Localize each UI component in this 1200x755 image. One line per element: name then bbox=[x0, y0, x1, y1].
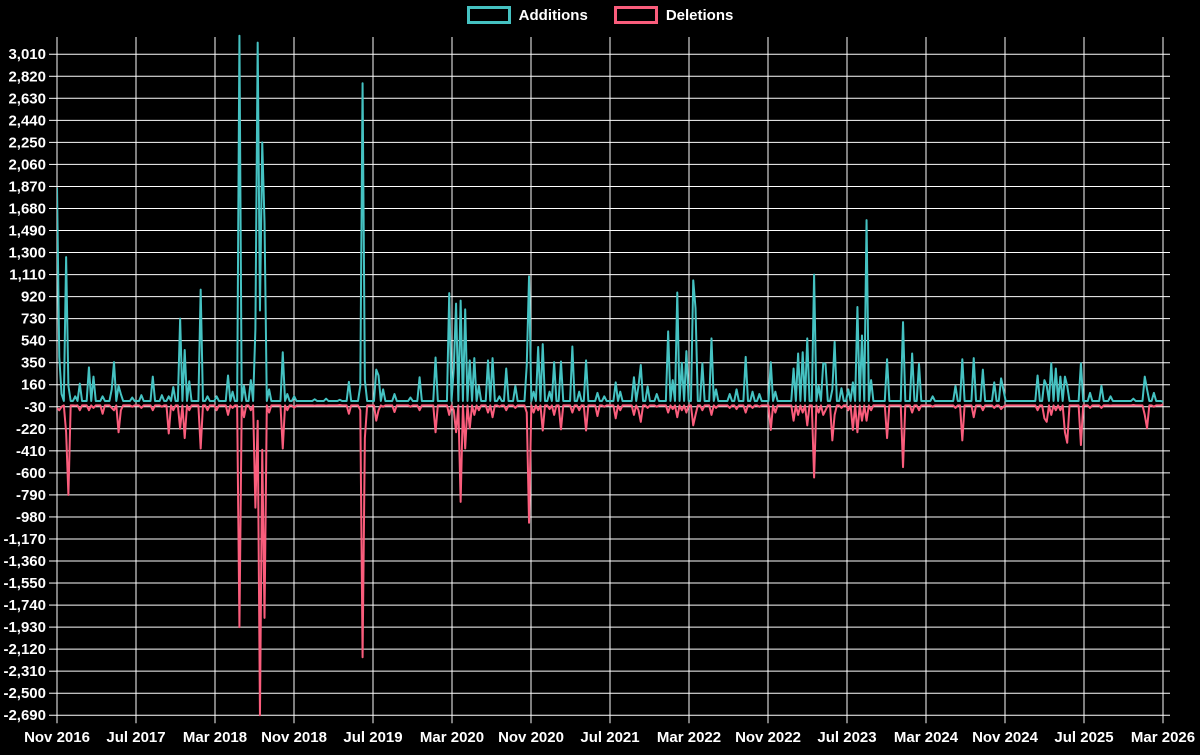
svg-text:2,250: 2,250 bbox=[8, 134, 46, 151]
svg-text:Mar 2022: Mar 2022 bbox=[657, 729, 721, 746]
additions-swatch-icon bbox=[466, 6, 511, 24]
deletions-line bbox=[57, 403, 1164, 717]
svg-text:1,680: 1,680 bbox=[8, 200, 46, 217]
svg-text:-600: -600 bbox=[16, 465, 46, 482]
svg-text:730: 730 bbox=[21, 311, 46, 328]
svg-text:Nov 2018: Nov 2018 bbox=[261, 729, 327, 746]
svg-text:1,300: 1,300 bbox=[8, 245, 46, 262]
svg-text:Nov 2022: Nov 2022 bbox=[735, 729, 801, 746]
svg-text:1,110: 1,110 bbox=[9, 267, 46, 284]
svg-text:Jul 2023: Jul 2023 bbox=[817, 729, 876, 746]
svg-text:Jul 2019: Jul 2019 bbox=[343, 729, 402, 746]
svg-text:2,060: 2,060 bbox=[8, 156, 46, 173]
chart-legend: Additions Deletions bbox=[0, 6, 1200, 24]
deletions-swatch-icon bbox=[613, 6, 658, 24]
svg-text:-410: -410 bbox=[16, 443, 46, 460]
svg-text:Mar 2018: Mar 2018 bbox=[183, 729, 247, 746]
svg-text:Mar 2026: Mar 2026 bbox=[1131, 729, 1195, 746]
additions-line bbox=[57, 34, 1164, 403]
svg-text:1,870: 1,870 bbox=[8, 178, 46, 195]
svg-text:160: 160 bbox=[21, 377, 46, 394]
svg-text:-1,360: -1,360 bbox=[3, 553, 46, 570]
svg-text:-2,690: -2,690 bbox=[3, 707, 46, 724]
svg-text:Nov 2020: Nov 2020 bbox=[498, 729, 564, 746]
svg-text:-980: -980 bbox=[16, 509, 46, 526]
svg-text:Jul 2025: Jul 2025 bbox=[1054, 729, 1113, 746]
svg-text:-30: -30 bbox=[24, 399, 46, 416]
svg-text:Jul 2017: Jul 2017 bbox=[106, 729, 165, 746]
svg-text:-2,120: -2,120 bbox=[3, 641, 46, 658]
svg-text:-1,170: -1,170 bbox=[3, 531, 46, 548]
svg-text:Nov 2016: Nov 2016 bbox=[24, 729, 90, 746]
svg-text:Mar 2020: Mar 2020 bbox=[420, 729, 484, 746]
svg-text:540: 540 bbox=[21, 333, 46, 350]
svg-text:-2,310: -2,310 bbox=[3, 663, 46, 680]
axis-ticks bbox=[49, 53, 1164, 724]
grid-lines bbox=[56, 37, 1170, 716]
svg-text:-220: -220 bbox=[16, 421, 46, 438]
svg-text:-1,740: -1,740 bbox=[3, 597, 46, 614]
svg-text:3,010: 3,010 bbox=[8, 46, 46, 63]
legend-label-additions: Additions bbox=[518, 6, 588, 24]
svg-text:2,440: 2,440 bbox=[8, 112, 46, 129]
svg-text:Mar 2024: Mar 2024 bbox=[894, 729, 959, 746]
svg-text:920: 920 bbox=[21, 289, 46, 306]
x-axis-labels: Nov 2016 Jul 2017 Mar 2018 Nov 2018 Jul 2019… bbox=[24, 729, 1195, 746]
svg-text:-1,930: -1,930 bbox=[3, 619, 46, 636]
svg-text:2,630: 2,630 bbox=[8, 90, 46, 107]
svg-text:2,820: 2,820 bbox=[8, 68, 46, 85]
legend-item-additions[interactable]: Additions bbox=[466, 6, 588, 24]
svg-text:-1,550: -1,550 bbox=[3, 575, 46, 592]
legend-item-deletions[interactable]: Deletions bbox=[613, 6, 734, 24]
svg-text:-790: -790 bbox=[16, 487, 46, 504]
svg-text:-2,500: -2,500 bbox=[3, 685, 46, 702]
svg-text:Jul 2021: Jul 2021 bbox=[580, 729, 639, 746]
svg-text:Nov 2024: Nov 2024 bbox=[972, 729, 1039, 746]
y-axis-labels: 3,010 2,820 2,630 2,440 2,250 2,060 1,870 1,680… bbox=[3, 46, 46, 724]
svg-text:1,490: 1,490 bbox=[8, 223, 46, 240]
svg-text:350: 350 bbox=[21, 355, 46, 372]
legend-label-deletions: Deletions bbox=[665, 6, 734, 24]
